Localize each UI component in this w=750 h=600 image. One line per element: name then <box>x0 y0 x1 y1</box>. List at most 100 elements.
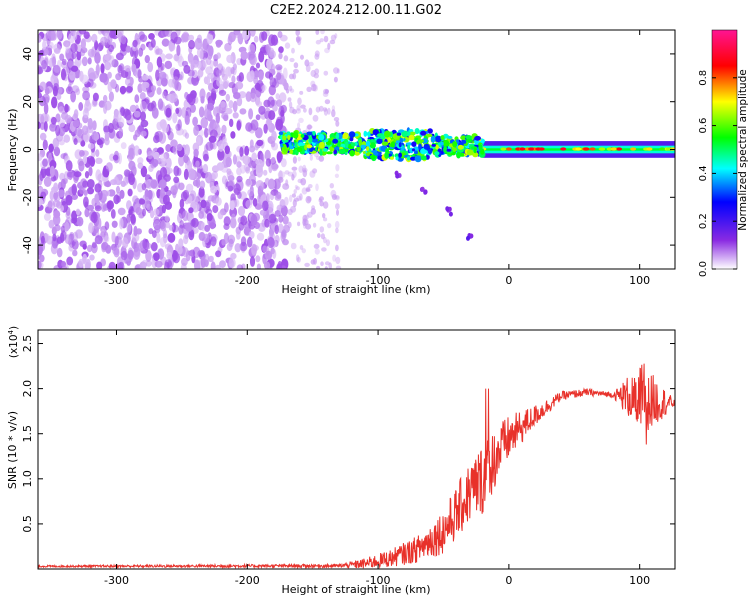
noise-blob <box>238 91 247 99</box>
noise-blob <box>133 110 141 118</box>
noise-blob <box>144 55 150 64</box>
noise-blob <box>162 194 170 206</box>
noise-blob <box>69 70 76 81</box>
streak-blob <box>448 211 453 217</box>
signal-blob <box>384 130 391 138</box>
noise-blob <box>219 260 226 268</box>
noise-blob <box>91 131 97 140</box>
noise-blob <box>117 207 126 216</box>
signal-blob <box>407 144 411 150</box>
noise-blob <box>119 217 124 230</box>
noise-blob <box>210 185 218 194</box>
noise-blob <box>150 242 158 252</box>
signal-blob <box>410 156 416 161</box>
noise-blob <box>179 71 184 81</box>
noise-blob <box>80 38 86 50</box>
noise-blob <box>150 38 156 48</box>
noise-blob <box>52 137 59 149</box>
noise-blob <box>275 191 282 199</box>
noise-blob <box>221 175 228 185</box>
noise-blob <box>251 152 257 162</box>
noise-blob <box>51 186 59 194</box>
noise-blob <box>289 57 295 63</box>
noise-blob <box>127 249 134 260</box>
noise-blob <box>53 64 60 73</box>
noise-blob <box>51 226 57 235</box>
noise-blob <box>147 151 153 160</box>
noise-blob <box>100 231 107 238</box>
noise-blob <box>166 251 172 260</box>
noise-blob <box>236 264 244 269</box>
noise-blob <box>53 146 61 157</box>
signal-blob <box>300 134 305 138</box>
noise-blob <box>40 191 47 200</box>
noise-blob <box>159 166 168 178</box>
noise-blob <box>148 228 154 235</box>
signal-blob <box>408 134 415 141</box>
noise-blob <box>120 35 127 45</box>
noise-blob <box>301 187 308 195</box>
noise-blob <box>312 168 318 174</box>
noise-blob <box>198 129 204 137</box>
noise-blob <box>268 110 276 121</box>
noise-blob <box>330 34 337 41</box>
noise-blob <box>250 119 259 131</box>
noise-blob <box>280 231 286 243</box>
noise-blob <box>210 88 216 98</box>
noise-blob <box>73 109 79 119</box>
signal-blob <box>390 156 394 160</box>
noise-blob <box>139 92 146 100</box>
noise-blob <box>268 84 276 96</box>
noise-blob <box>84 208 90 218</box>
signal-blob <box>296 147 303 153</box>
noise-blob <box>280 109 285 117</box>
noise-blob <box>293 189 297 194</box>
y-tick-label: 2.5 <box>21 335 34 353</box>
noise-blob <box>162 91 167 99</box>
y-tick-label: 0.5 <box>21 515 34 533</box>
signal-blob <box>418 143 422 150</box>
noise-blob <box>275 64 283 71</box>
noise-blob <box>195 160 200 168</box>
noise-blob <box>78 258 84 268</box>
noise-blob <box>83 190 88 196</box>
snr-y-ticks: 0.5 1.0 1.5 2.0 2.5 <box>21 335 675 533</box>
noise-blob <box>112 154 119 161</box>
streak-blob <box>420 186 425 192</box>
signal-blob <box>369 142 376 149</box>
noise-blob <box>191 59 199 67</box>
noise-blob <box>212 205 219 214</box>
noise-blob <box>193 125 200 136</box>
streak-blob <box>423 189 428 195</box>
noise-blob <box>38 50 45 57</box>
signal-blob <box>322 148 328 152</box>
noise-blob <box>92 92 99 102</box>
noise-blob <box>318 155 325 162</box>
noise-blob <box>38 113 45 125</box>
noise-blob <box>185 250 191 262</box>
noise-blob <box>205 201 210 211</box>
noise-blob <box>49 190 54 201</box>
noise-blob <box>53 210 61 219</box>
noise-blob <box>299 245 304 250</box>
noise-blob <box>72 119 80 128</box>
noise-blob <box>263 169 268 176</box>
noise-blob <box>270 34 278 46</box>
noise-blob <box>248 51 256 59</box>
noise-blob <box>314 53 320 60</box>
noise-blob <box>316 265 321 269</box>
noise-blob <box>43 176 52 187</box>
streak-blob <box>466 235 470 241</box>
noise-blob <box>128 171 134 183</box>
noise-blob <box>156 56 163 68</box>
noise-blob <box>172 112 178 124</box>
noise-blob <box>327 223 332 229</box>
noise-blob <box>70 43 78 53</box>
noise-blob <box>87 48 95 58</box>
signal-blob <box>298 142 306 146</box>
noise-blob <box>196 136 201 146</box>
signal-blob <box>380 134 386 140</box>
noise-blob <box>138 198 146 205</box>
noise-blob <box>48 219 55 229</box>
noise-blob <box>74 128 83 136</box>
